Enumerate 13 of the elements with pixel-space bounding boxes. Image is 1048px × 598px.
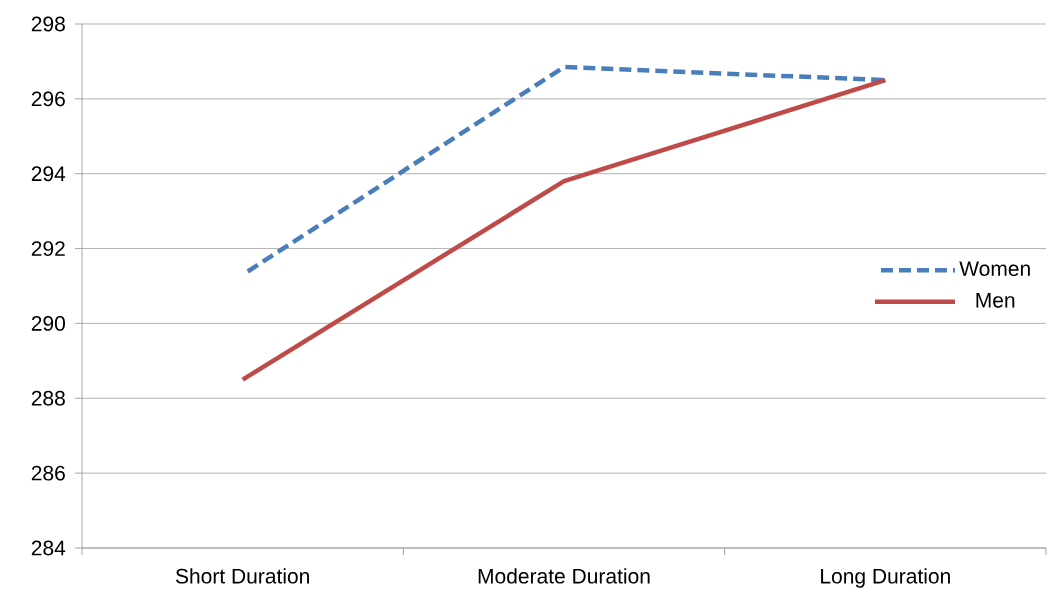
y-tick-label: 294 — [31, 166, 66, 182]
y-tick-label: 292 — [31, 241, 65, 256]
x-tick-label: Moderate Duration — [478, 568, 650, 584]
y-tick-label: 286 — [31, 465, 65, 481]
legend-label: Women — [959, 261, 1030, 277]
y-tick-label: 298 — [31, 16, 65, 32]
legend-label: Men — [976, 292, 1015, 308]
y-tick-label: 296 — [31, 91, 65, 107]
y-tick-label: 288 — [31, 390, 65, 406]
y-tick-label: 284 — [31, 540, 66, 556]
x-tick-label: Short Duration — [175, 568, 309, 584]
y-tick-label: 290 — [31, 315, 65, 331]
x-tick-label: Long Duration — [821, 568, 950, 588]
